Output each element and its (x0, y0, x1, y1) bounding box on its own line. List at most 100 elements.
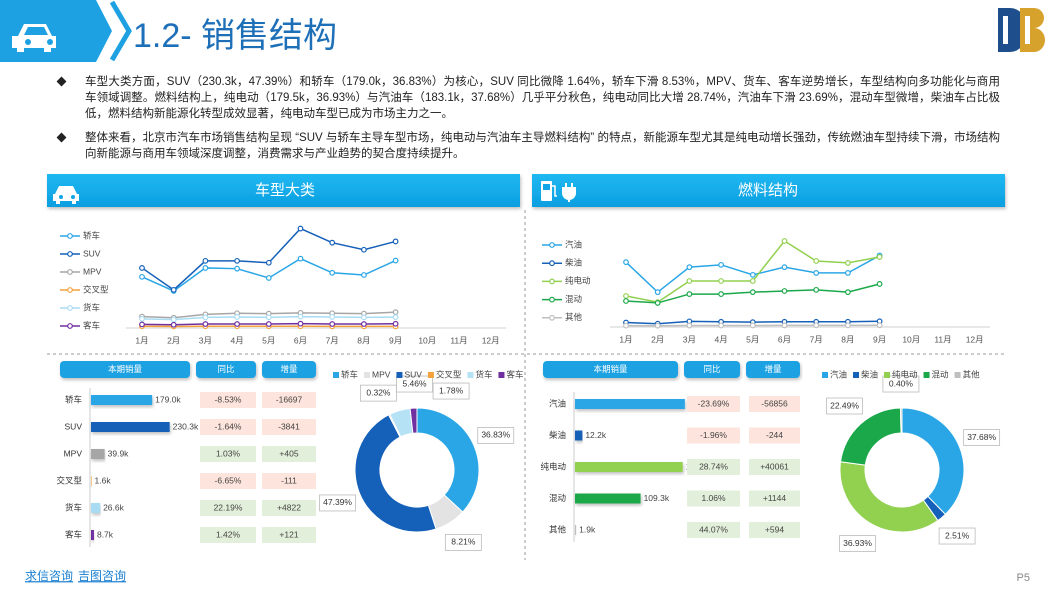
delta-cell (262, 419, 316, 435)
legend-swatch (549, 260, 555, 267)
donut-slice (354, 414, 437, 533)
delta-cell (749, 459, 800, 475)
x-tick-label: 11月 (934, 334, 951, 344)
bullet-text: 车型大类方面，SUV（230.3k，47.39%）和轿车（179.0k，36.8… (85, 76, 1000, 120)
point (654, 322, 661, 329)
legend-swatch (822, 372, 828, 378)
bar (575, 493, 641, 504)
row-label: 汽油 (549, 398, 566, 408)
point (686, 322, 693, 329)
point (202, 265, 209, 271)
point (265, 275, 272, 281)
yoy-value: -1.96% (700, 430, 727, 440)
delta-value: -111 (281, 475, 297, 485)
point (686, 264, 693, 271)
point (781, 288, 788, 294)
yoy-value: 44.07% (699, 524, 728, 534)
row-label: 其他 (549, 524, 567, 534)
point (845, 260, 851, 266)
donut-slice (409, 407, 418, 434)
delta-value: +405 (279, 448, 298, 458)
yoy-value: -23.69% (698, 398, 730, 408)
delta-cell (262, 446, 316, 462)
data-label-box (444, 534, 482, 551)
row-label: 交叉型 (56, 475, 82, 485)
point (392, 238, 399, 245)
bar-label: 39.9k (108, 448, 130, 458)
bar-label: 26.6k (103, 502, 125, 512)
yoy-cell (200, 392, 256, 408)
point (876, 254, 883, 260)
point (202, 257, 209, 264)
x-tick-label: 6月 (294, 335, 307, 345)
data-label: 22.49% (830, 400, 859, 410)
legend-label: 客车 (83, 320, 100, 330)
point (392, 257, 399, 264)
point (392, 320, 399, 327)
data-label-box (938, 527, 976, 545)
data-label: 0.40% (889, 378, 914, 388)
legend-label: 混动 (932, 369, 950, 379)
legend-label: 混动 (565, 294, 583, 304)
yoy-cell (687, 427, 740, 444)
point (781, 238, 788, 244)
table-header (262, 361, 316, 378)
legend-swatch (884, 372, 891, 378)
bullet-marker (56, 76, 67, 87)
point (845, 289, 851, 296)
legend-swatch (364, 372, 371, 378)
point (718, 291, 724, 297)
table-header-label: 同比 (217, 364, 234, 374)
point (265, 321, 272, 327)
yoy-cell (200, 473, 256, 489)
x-tick-label: 9月 (873, 334, 886, 344)
point (749, 289, 756, 296)
bar (91, 395, 153, 405)
table-header-label: 本期销量 (593, 364, 628, 374)
data-label-box (360, 384, 397, 402)
row-label: MPV (64, 448, 83, 458)
footer-link[interactable]: 吉图咨询 (78, 568, 126, 583)
point (392, 314, 399, 321)
data-label: 5.46% (402, 378, 427, 388)
point (392, 309, 399, 316)
point (329, 314, 336, 320)
point (361, 272, 367, 278)
legend-label: 客车 (506, 369, 523, 379)
point (265, 259, 272, 266)
legend-label: 其他 (963, 369, 981, 379)
data-label-box (882, 375, 920, 393)
legend-label: 交叉型 (436, 369, 462, 379)
legend-label: 纯电动 (892, 369, 918, 379)
x-tick-label: 10月 (902, 334, 920, 344)
yoy-value: 1.06% (701, 493, 726, 503)
delta-cell (262, 527, 316, 543)
table-header (746, 361, 800, 378)
delta-cell (749, 427, 800, 444)
legend-swatch (67, 305, 73, 311)
point (265, 314, 272, 321)
footer-link[interactable]: 求信咨询 (25, 568, 73, 583)
point (234, 321, 241, 327)
yoy-cell (687, 396, 740, 412)
yoy-value: 22.19% (214, 502, 243, 512)
bullet-text: 整体来看，北京市汽车市场销售结构呈现 “SUV 与轿车主导车型市场，纯电动与汽油… (85, 132, 1000, 160)
table-header-label: 增量 (764, 364, 782, 374)
delta-value: -244 (766, 430, 783, 440)
x-tick-label: 1月 (135, 335, 148, 345)
data-label-box (839, 535, 876, 553)
table-header-label: 本期销量 (108, 364, 143, 374)
row-label: SUV (65, 421, 83, 431)
bar (91, 449, 105, 459)
data-label-box (963, 429, 1001, 446)
legend-swatch (549, 296, 555, 303)
point (202, 321, 209, 327)
logo (998, 8, 1045, 52)
bar (575, 462, 683, 472)
delta-value: -56856 (761, 398, 788, 408)
point (361, 246, 367, 253)
point (297, 313, 304, 320)
page-number: P5 (1017, 572, 1030, 584)
point (654, 289, 661, 296)
legend-label: 轿车 (341, 369, 358, 379)
